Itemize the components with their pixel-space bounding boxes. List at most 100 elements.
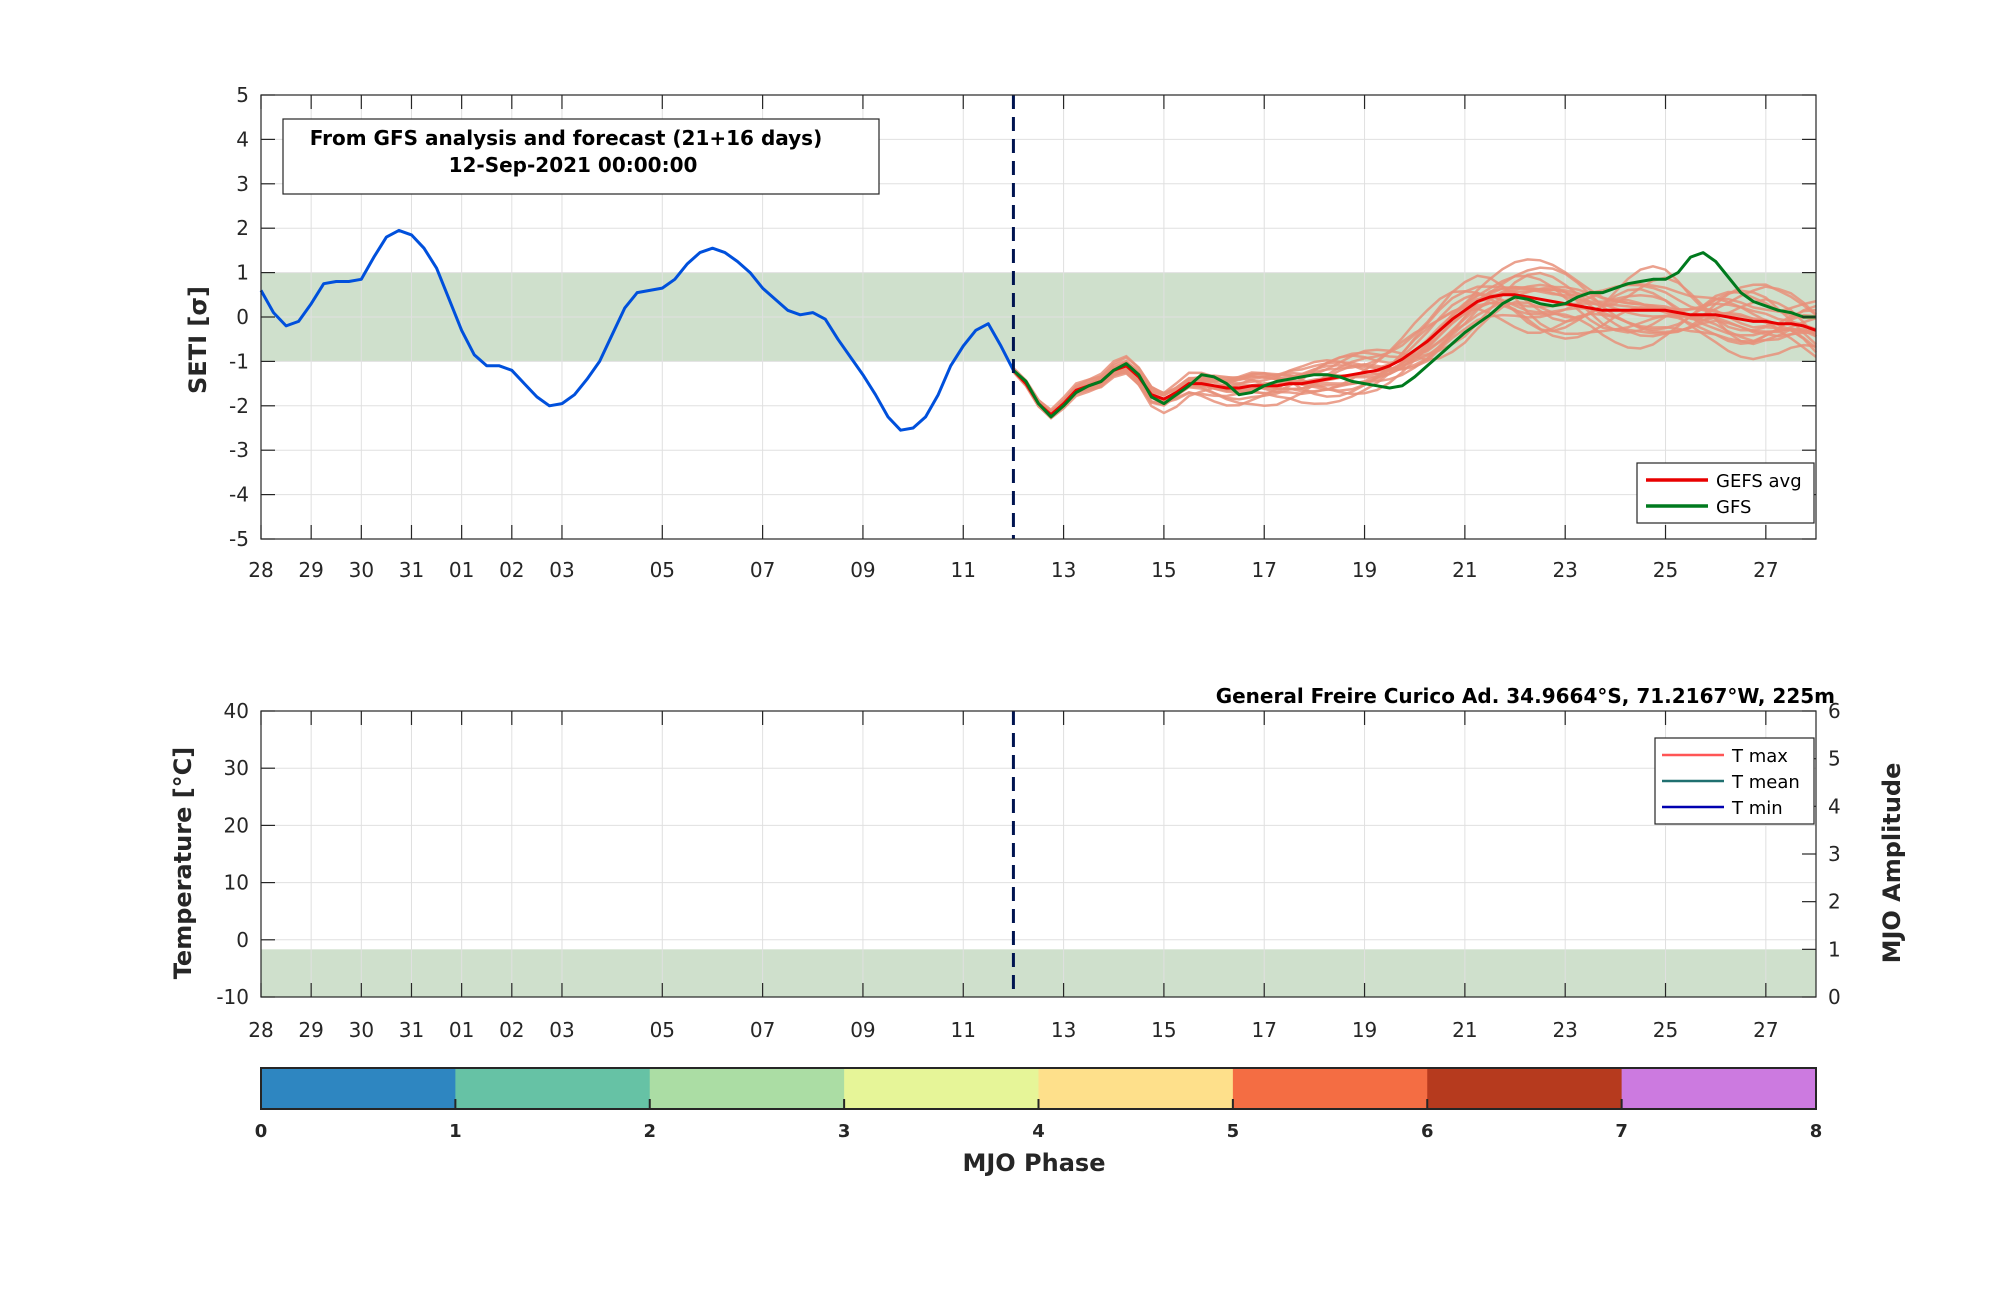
seti-xtick-label: 03: [549, 558, 574, 582]
mjo-phase-tick-label: 1: [449, 1121, 462, 1142]
legend-label-tmin: T min: [1731, 798, 1783, 819]
gfs-forecast-line: [1012, 251, 1816, 419]
mjo-phase-colorbar: 0 1 2 3 4 5 6 7 8 MJO Phase: [255, 1067, 1823, 1177]
seti-ytick-label: -1: [229, 349, 249, 373]
temp-xtick-label: 17: [1251, 1018, 1276, 1042]
mjo-phase-tick-label: 2: [643, 1121, 656, 1142]
seti-ytick-label: 2: [236, 216, 249, 240]
info-box-line2: 12-Sep-2021 00:00:00: [449, 153, 698, 177]
temp-xtick-label: 13: [1051, 1018, 1076, 1042]
mjo-phase-segment-6: [1232, 1068, 1428, 1109]
mjo-amp-tick-label: 2: [1828, 890, 1841, 914]
seti-xtick-label: 27: [1753, 558, 1778, 582]
temp-xtick-label: 23: [1552, 1018, 1577, 1042]
mjo-phase-tick-label: 8: [1810, 1121, 1823, 1142]
seti-xtick-label: 05: [650, 558, 675, 582]
seti-ytick-label: 3: [236, 172, 249, 196]
mjo-phase-tick-label: 0: [255, 1121, 268, 1142]
temp-xtick-label: 05: [650, 1018, 675, 1042]
ensemble-member-line: [1012, 285, 1817, 420]
mjo-phase-segment-7: [1427, 1068, 1623, 1109]
info-box-frame: [282, 118, 880, 195]
seti-xtick-label: 19: [1352, 558, 1377, 582]
legend-label-tmean: T mean: [1731, 772, 1800, 793]
info-box-line1: From GFS analysis and forecast (21+16 da…: [310, 126, 822, 150]
seti-xtick-label: 31: [399, 558, 424, 582]
seti-ytick-label: 4: [236, 127, 249, 151]
mjo-phase-axis-label: MJO Phase: [962, 1149, 1105, 1177]
mjo-phase-segment-8: [1621, 1068, 1817, 1109]
temp-xtick-label: 30: [349, 1018, 374, 1042]
mjo-amp-tick-label: 5: [1828, 747, 1841, 771]
temp-ytick-label: 20: [224, 813, 249, 837]
legend-label-gefs-avg: GEFS avg: [1716, 471, 1802, 492]
temp-xtick-label: 19: [1352, 1018, 1377, 1042]
temp-xtick-label: 28: [248, 1018, 273, 1042]
seti-xtick-label: 28: [248, 558, 273, 582]
seti-xtick-label: 30: [349, 558, 374, 582]
temp-xtick-label: 21: [1452, 1018, 1477, 1042]
seti-ytick-label: -3: [229, 438, 249, 462]
mjo-amp-tick-label: 3: [1828, 842, 1841, 866]
mjo-phase-segment-1: [261, 1068, 456, 1109]
mjo-phase-segment-2: [455, 1068, 651, 1109]
temp-xtick-label: 03: [549, 1018, 574, 1042]
mjo-amp-tick-label: 4: [1828, 794, 1841, 818]
mjo-phase-tick-label: 3: [838, 1121, 851, 1142]
info-box: From GFS analysis and forecast (21+16 da…: [282, 118, 880, 195]
mjo-phase-tick-label: 4: [1032, 1121, 1045, 1142]
legend-label-gfs: GFS: [1716, 497, 1751, 518]
seti-xtick-label: 23: [1552, 558, 1577, 582]
temp-ytick-label: 30: [224, 756, 249, 780]
seti-xtick-label: 07: [750, 558, 775, 582]
temp-xtick-label: 29: [298, 1018, 323, 1042]
seti-analysis-line: [259, 228, 1015, 432]
mjo-amplitude-axis-label: MJO Amplitude: [1878, 763, 1906, 964]
mjo-phase-segment-5: [1038, 1068, 1234, 1109]
seti-xtick-label: 09: [850, 558, 875, 582]
temp-xtick-label: 15: [1151, 1018, 1176, 1042]
temp-xtick-label: 07: [750, 1018, 775, 1042]
seti-xtick-label: 17: [1251, 558, 1276, 582]
temperature-legend: T max T mean T min: [1654, 737, 1815, 825]
mjo-amp-tick-label: 0: [1828, 985, 1841, 1009]
temp-ytick-label: 40: [224, 699, 249, 723]
seti-xtick-label: 11: [951, 558, 976, 582]
seti-xtick-label: 15: [1151, 558, 1176, 582]
seti-legend: GEFS avg GFS: [1636, 462, 1815, 524]
seti-ytick-label: 1: [236, 261, 249, 285]
seti-xtick-label: 01: [449, 558, 474, 582]
mjo-phase-segment-4: [844, 1068, 1039, 1109]
temp-xtick-label: 11: [951, 1018, 976, 1042]
legend-label-tmax: T max: [1731, 746, 1788, 767]
temp-xtick-label: 25: [1653, 1018, 1678, 1042]
seti-ytick-label: 5: [236, 83, 249, 107]
mjo-phase-tick-label: 6: [1421, 1121, 1434, 1142]
temp-xtick-label: 27: [1753, 1018, 1778, 1042]
station-title: General Freire Curico Ad. 34.9664°S, 71.…: [1216, 684, 1835, 708]
mjo-phase-ticks: 0 1 2 3 4 5 6 7 8: [255, 1099, 1823, 1142]
temp-ytick-label: 0: [236, 928, 249, 952]
seti-ytick-label: -5: [229, 527, 249, 551]
seti-xtick-label: 21: [1452, 558, 1477, 582]
mjo-phase-segment-3: [649, 1068, 845, 1109]
mjo-amplitude-band: [261, 949, 1816, 997]
seti-ytick-label: -2: [229, 394, 249, 418]
mjo-phase-tick-label: 7: [1615, 1121, 1628, 1142]
mjo-phase-segments: [261, 1068, 1817, 1109]
seti-ytick-label: -4: [229, 483, 249, 507]
temp-ytick-label: -10: [216, 985, 249, 1009]
seti-xtick-label: 13: [1051, 558, 1076, 582]
mjo-amp-tick-label: 6: [1828, 699, 1841, 723]
mjo-phase-tick-label: 5: [1227, 1121, 1240, 1142]
seti-ytick-label: 0: [236, 305, 249, 329]
temp-xtick-label: 09: [850, 1018, 875, 1042]
temp-xtick-label: 02: [499, 1018, 524, 1042]
temp-ytick-label: 10: [224, 871, 249, 895]
temp-xtick-label: 31: [399, 1018, 424, 1042]
seti-series: [259, 228, 1817, 432]
